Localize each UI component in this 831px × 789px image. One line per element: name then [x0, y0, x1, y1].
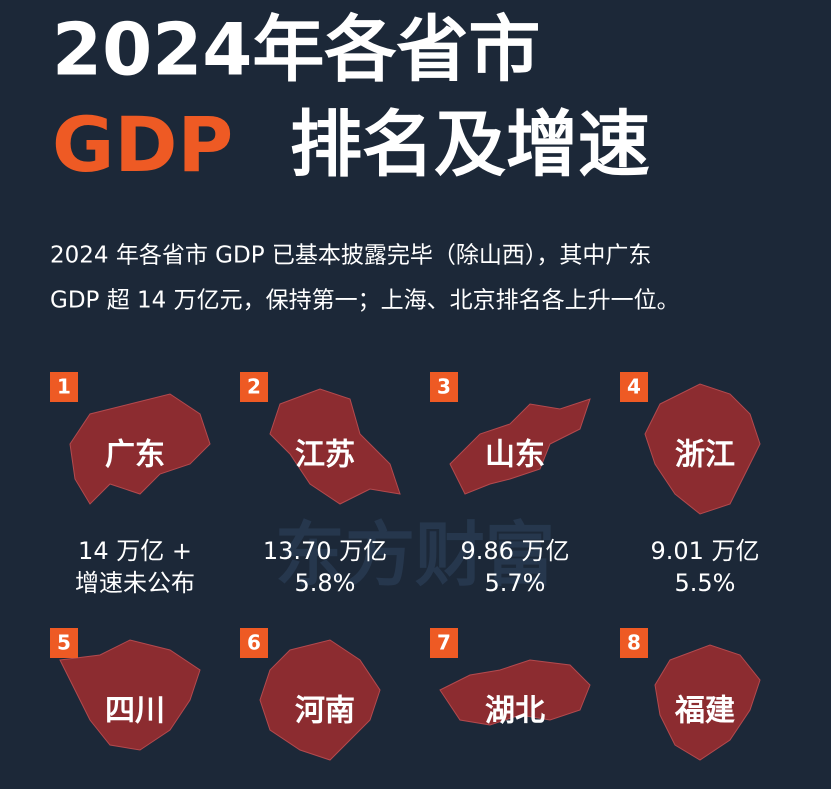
card: 3 山东 9.86 万亿 5.7% [430, 372, 591, 597]
gdp-value: 9.01 万亿 [650, 537, 759, 565]
cards: 1 广东 14 万亿 + 增速未公布 2 江苏 13.70 万亿 5.8% 3 山东 9.86 万亿… [50, 372, 761, 761]
rank: 7 [437, 631, 451, 655]
gdp-value: 9.86 万亿 [460, 537, 569, 565]
rank-badge [620, 628, 648, 658]
province-name: 广东 [105, 438, 165, 473]
province-map [59, 639, 201, 751]
growth-rate: 5.8% [295, 569, 356, 597]
card: 1 广东 14 万亿 + 增速未公布 [50, 372, 211, 597]
card: 8 福建 [620, 628, 761, 761]
province-name: 江苏 [295, 438, 355, 473]
description-line: GDP 超 14 万亿元，保持第一；上海、北京排名各上升一位。 [50, 288, 680, 314]
rank-badge [240, 628, 268, 658]
watermark: 东方财富 [275, 514, 555, 596]
gdp-value: 14 万亿 + [78, 537, 192, 565]
rank-badge [240, 372, 268, 402]
province-map [259, 639, 381, 761]
rank-badge [430, 372, 458, 402]
rank-badge [50, 628, 78, 658]
title-line1: 2024年各省市 [52, 8, 540, 92]
province-name: 湖北 [485, 694, 545, 729]
rank-badge [620, 372, 648, 402]
title-rest: 排名及增速 [290, 103, 650, 187]
province-map [69, 393, 211, 505]
province-name: 河南 [295, 694, 355, 729]
growth-rate: 5.7% [485, 569, 546, 597]
growth-rate: 5.5% [675, 569, 736, 597]
rank: 2 [247, 375, 261, 399]
rank: 8 [627, 631, 641, 655]
province-map [439, 659, 591, 726]
province-name: 四川 [105, 694, 165, 729]
rank: 3 [437, 375, 451, 399]
card: 4 浙江 9.01 万亿 5.5% [620, 372, 761, 597]
rank-badge [50, 372, 78, 402]
province-map [269, 388, 401, 505]
card: 2 江苏 13.70 万亿 5.8% [240, 372, 401, 597]
rank: 1 [57, 375, 71, 399]
title-gdp: GDP [52, 100, 233, 189]
description-line: 2024 年各省市 GDP 已基本披露完毕（除山西），其中广东 [50, 243, 651, 269]
card: 6 河南 [240, 628, 381, 761]
province-name: 浙江 [675, 438, 735, 473]
growth-rate: 增速未公布 [75, 569, 195, 597]
rank: 4 [627, 375, 641, 399]
province-map [644, 383, 761, 515]
province-name: 山东 [485, 438, 545, 473]
province-map [449, 398, 591, 495]
rank: 6 [247, 631, 261, 655]
gdp-value: 13.70 万亿 [263, 537, 387, 565]
card: 7 湖北 [430, 628, 591, 729]
province-map [654, 644, 761, 761]
rank: 5 [57, 631, 71, 655]
rank-badge [430, 628, 458, 658]
province-name: 福建 [674, 694, 735, 729]
card: 5 四川 [50, 628, 201, 751]
